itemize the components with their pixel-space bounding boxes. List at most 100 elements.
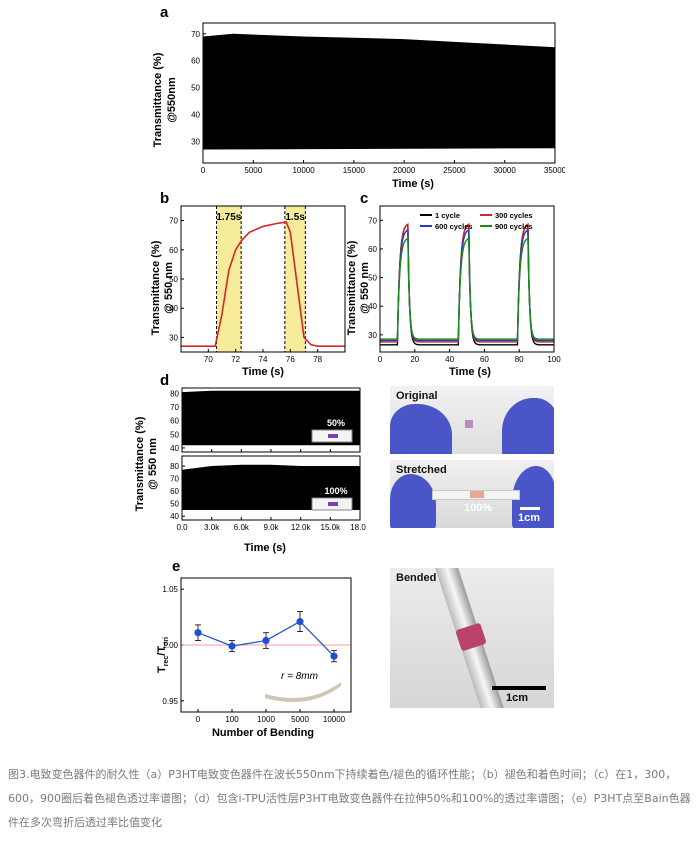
chart-e-ylabel: Trec/Tori <box>156 637 170 673</box>
chart-d-sub1-ytick-label: 50 <box>170 430 179 439</box>
panel-label-b: b <box>160 190 170 207</box>
chart-d-sub2-ytick-label: 80 <box>170 462 179 471</box>
chart-c-series-3 <box>380 237 554 340</box>
panel-label-d: d <box>160 372 170 389</box>
chart-d-sub1-ytick-label: 40 <box>170 444 179 453</box>
chart-d-sub1-ytick-label: 60 <box>170 417 179 426</box>
figure-caption: 图3.电致变色器件的耐久性（a）P3HT电致变色器件在波长550nm下持续着色/… <box>8 768 691 829</box>
chart-b-highlight <box>284 206 306 352</box>
chart-a-xtick-label: 5000 <box>244 166 262 175</box>
chart-b: 30 40 50 60 70 70 72 74 76 78 1.75s 1.5s Time (s) T… <box>150 205 346 378</box>
photo-original: Original <box>390 386 554 454</box>
chart-a-ytick-label: 50 <box>191 84 200 93</box>
chart-e-ytick-label: 0.95 <box>162 697 178 706</box>
chart-d-sub1-ytick-label: 70 <box>170 403 179 412</box>
stretched-pct: 100% <box>464 502 493 514</box>
chart-e-xtick-label: 100 <box>225 715 239 724</box>
scale-label-stretched: 1cm <box>518 512 541 524</box>
chart-c-frame <box>379 205 555 353</box>
chart-d-sub2-xtick-label: 15.0k <box>321 523 342 532</box>
chart-d-sub2-xtick-label: 3.0k <box>204 523 220 532</box>
chart-a-xtick-label: 30000 <box>494 166 517 175</box>
chart-b-highlight <box>216 206 242 352</box>
scale-label-bended: 1cm <box>506 692 529 704</box>
chart-b-xtick-label: 74 <box>259 355 268 364</box>
chart-d-sub1-badge: 50% <box>327 418 345 428</box>
chart-b-ytick-label: 40 <box>169 304 178 313</box>
glove-right <box>502 398 554 454</box>
chart-a-plot: 30 40 50 60 70 0 5000 10000 15000 20000 25000 30000… <box>191 22 565 175</box>
chart-b-xlabel: Time (s) <box>242 366 284 378</box>
chart-b-series <box>181 221 345 347</box>
chart-b-plot: 30 40 50 60 70 70 72 74 76 78 1.75s 1.5s <box>169 205 346 364</box>
chart-d-sub1-frame <box>181 387 361 453</box>
chart-c-xtick-label: 100 <box>547 355 561 364</box>
panel-label-e: e <box>172 558 181 575</box>
chart-c-xtick-label: 40 <box>445 355 454 364</box>
chart-c-xtick-label: 60 <box>480 355 489 364</box>
chart-b-ytick-label: 70 <box>169 217 178 226</box>
chart-b-xtick-label: 76 <box>286 355 295 364</box>
chart-c-ylabel: Transmittance (%) <box>346 240 358 335</box>
chart-d-sub1-inset-device <box>328 434 338 438</box>
chart-c-legend-label: 300 cycles <box>495 211 533 220</box>
chart-e-xtick-label: 0 <box>196 715 201 724</box>
chart-a-ytick-label: 40 <box>191 111 200 120</box>
chart-e-inset-bent-film <box>265 682 341 702</box>
chart-a-xtick-label: 10000 <box>292 166 315 175</box>
chart-c-ytick-label: 40 <box>368 302 377 311</box>
panel-label-a: a <box>160 4 169 21</box>
chart-c: 30 40 50 60 70 0 20 40 60 80 100 1 cycle 300 cycles 6… <box>346 205 561 378</box>
photo-bended: Bended 1cm <box>390 568 554 708</box>
chart-c-xtick-label: 0 <box>378 355 383 364</box>
chart-e-point <box>330 652 338 660</box>
photo-stretched-label: Stretched <box>396 464 447 476</box>
chart-b-ylabel2: @ 550 nm <box>163 262 175 314</box>
chart-a-xtick-label: 25000 <box>443 166 466 175</box>
chart-e-ytick-label: 1.00 <box>162 641 178 650</box>
chart-d-ylabel: Transmittance (%) <box>134 416 146 511</box>
chart-c-legend-label: 1 cycle <box>435 211 460 220</box>
chart-d-sub2-ytick-label: 40 <box>170 512 179 521</box>
chart-c-xtick-label: 80 <box>515 355 524 364</box>
chart-d-sub2-ytick-label: 50 <box>170 500 179 509</box>
chart-e-xtick-label: 1000 <box>257 715 275 724</box>
chart-d-sub2-xtick-label: 0.0 <box>176 523 188 532</box>
chart-a-xlabel: Time (s) <box>392 178 434 190</box>
chart-a-ytick-label: 60 <box>191 57 200 66</box>
chart-e-point <box>228 642 236 650</box>
chart-b-annotation-2: 1.5s <box>285 212 305 223</box>
chart-e-ytick-label: 1.05 <box>162 585 178 594</box>
chart-c-xlabel: Time (s) <box>449 366 491 378</box>
chart-c-ytick-label: 30 <box>368 331 377 340</box>
chart-a-ylabel: Transmittance (%) <box>152 52 164 147</box>
chart-c-plot: 30 40 50 60 70 0 20 40 60 80 100 1 cycle 300 cycles 6… <box>368 205 561 364</box>
stretched-active-area <box>470 491 484 498</box>
chart-c-legend-label: 600 cycles <box>435 222 473 231</box>
photo-bended-label: Bended <box>396 572 437 584</box>
scale-bar-bended <box>492 686 546 690</box>
chart-a-ytick-label: 70 <box>191 30 200 39</box>
chart-a-xtick-label: 20000 <box>393 166 416 175</box>
chart-c-ytick-label: 50 <box>368 274 377 283</box>
glove-left-stretched <box>390 474 436 528</box>
chart-c-ytick-label: 60 <box>368 245 377 254</box>
chart-b-xtick-label: 78 <box>313 355 322 364</box>
chart-a-area <box>203 33 555 150</box>
chart-b-annotation-1: 1.75s <box>216 212 241 223</box>
chart-e-xlabel: Number of Bending <box>212 727 314 739</box>
chart-b-frame <box>180 205 346 353</box>
chart-d-plot: 40 50 60 70 80 50% 40 50 60 70 80 0.0 3.0k 6.0k 9.0k 12… <box>170 387 366 532</box>
chart-d-sub2-ytick-label: 70 <box>170 475 179 484</box>
chart-a-xtick-label: 0 <box>201 166 206 175</box>
chart-e-point <box>296 617 304 626</box>
chart-d-sub2-badge: 100% <box>324 486 347 496</box>
chart-d-xlabel: Time (s) <box>244 542 286 554</box>
chart-b-ytick-label: 50 <box>169 275 178 284</box>
chart-c-xtick-label: 20 <box>410 355 419 364</box>
photo-stretched: Stretched 100% 1cm <box>390 460 554 528</box>
chart-e: 0.95 1.00 1.05 0 100 1000 5000 10000 r = 8mm Num… <box>156 577 352 739</box>
chart-e-frame <box>180 577 352 713</box>
chart-d-sub2-frame <box>181 455 361 521</box>
chart-c-legend-label: 900 cycles <box>495 222 533 231</box>
